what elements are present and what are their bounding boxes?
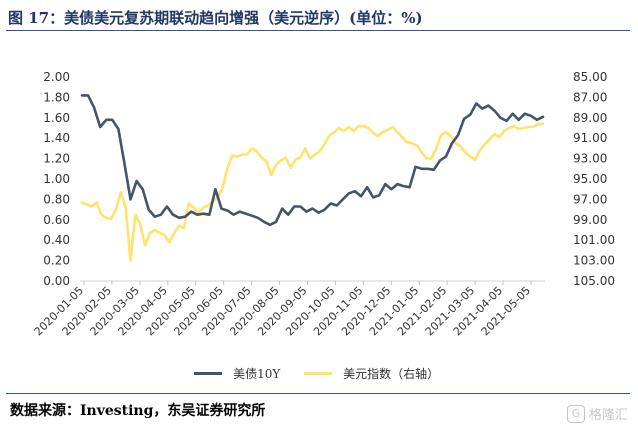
watermark: G 格隆汇 <box>566 404 628 423</box>
x-axis: 2020-01-052020-02-052020-03-052020-04-05… <box>32 280 545 338</box>
legend-swatch-us10y <box>194 372 222 375</box>
right-y-tick-label: 93.00 <box>573 152 607 166</box>
left-y-tick-label: 0.60 <box>43 213 70 227</box>
left-y-axis: 0.00 0.20 0.40 0.60 0.80 1.00 1.20 1.40 1.60 1.80… <box>43 70 70 288</box>
legend-item-us10y: 美债10Y <box>194 363 280 381</box>
watermark-text: 格隆汇 <box>588 408 628 423</box>
left-y-tick-label: 0.20 <box>43 254 70 268</box>
legend-item-dxy: 美元指数（右轴） <box>304 363 439 381</box>
left-y-tick-label: 1.20 <box>43 152 70 166</box>
figure-title-bar: 图 17：美债美元复苏期联动趋向增强（美元逆序）(单位：%) <box>0 0 638 34</box>
left-y-tick-label: 1.40 <box>43 131 70 145</box>
plot-area <box>80 94 545 262</box>
right-y-tick-label: 89.00 <box>573 111 607 125</box>
left-y-tick-label: 1.60 <box>43 111 70 125</box>
dual-axis-line-chart: 0.00 0.20 0.40 0.60 0.80 1.00 1.20 1.40 1.60 1.80… <box>32 70 615 338</box>
title-rule <box>6 30 630 31</box>
left-y-tick-label: 1.00 <box>43 172 70 186</box>
left-y-tick-label: 0.80 <box>43 192 70 206</box>
legend-swatch-dxy <box>304 372 332 375</box>
figure-title: 图 17：美债美元复苏期联动趋向增强（美元逆序）(单位：%) <box>8 9 423 27</box>
legend-label-us10y: 美债10Y <box>233 367 281 381</box>
right-y-tick-label: 97.00 <box>573 192 607 206</box>
watermark-logo-icon: G <box>566 404 585 423</box>
right-y-tick-label: 87.00 <box>573 90 607 104</box>
left-y-tick-label: 0.00 <box>43 274 70 288</box>
us10y-line <box>80 94 545 227</box>
legend: 美债10Y 美元指数（右轴） <box>0 361 638 383</box>
right-y-tick-label: 85.00 <box>573 70 607 84</box>
source-note: 数据来源：Investing，东吴证券研究所 <box>10 403 266 419</box>
right-y-tick-label: 95.00 <box>573 172 607 186</box>
right-y-tick-label: 91.00 <box>573 131 607 145</box>
right-y-tick-label: 105.00 <box>573 274 615 288</box>
right-y-tick-label: 103.00 <box>573 254 615 268</box>
legend-label-dxy: 美元指数（右轴） <box>343 367 440 381</box>
left-y-tick-label: 1.80 <box>43 90 70 104</box>
dxy-line <box>80 122 545 262</box>
right-y-tick-label: 101.00 <box>573 233 615 247</box>
left-y-tick-label: 0.40 <box>43 233 70 247</box>
right-y-axis: 85.00 87.00 89.00 91.00 93.00 95.00 97.00 99.00… <box>573 70 615 288</box>
right-y-tick-label: 99.00 <box>573 213 607 227</box>
left-y-tick-label: 2.00 <box>43 70 70 84</box>
bottom-rule <box>6 393 630 394</box>
